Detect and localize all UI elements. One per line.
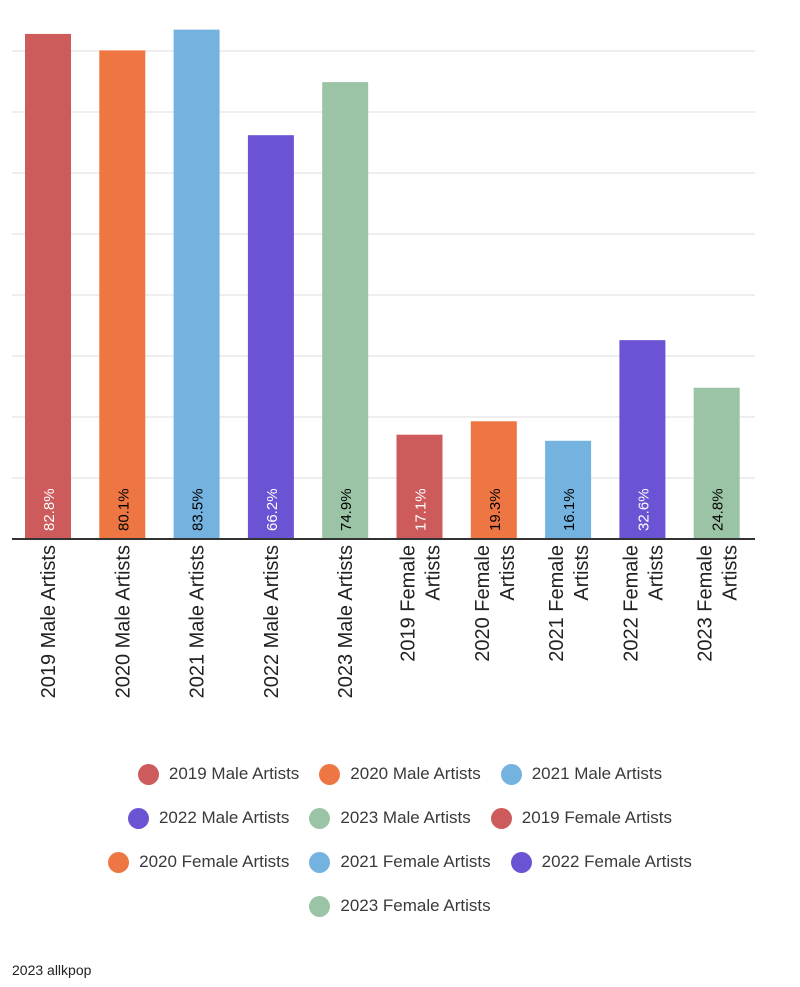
legend-swatch: [108, 851, 130, 873]
legend-item: 2022 Female Artists: [510, 851, 692, 873]
legend-label: 2021 Male Artists: [531, 764, 663, 783]
data-label: 24.8%: [710, 488, 727, 531]
data-label: 66.2%: [264, 488, 281, 531]
legend-label: 2023 Male Artists: [340, 808, 471, 827]
tick-label: 2021 Female Artists: [546, 545, 593, 662]
legend-swatch: [490, 807, 512, 829]
legend-item: 2019 Male Artists: [137, 763, 300, 785]
legend-label: 2022 Male Artists: [158, 808, 290, 827]
bar: [545, 440, 592, 539]
data-label: 19.3%: [487, 488, 504, 531]
bar: [396, 434, 443, 539]
legend-row: 2022 Male Artists 2023 Male Artists 2019 F…: [0, 796, 800, 840]
tick-label: 2023 Male Artists: [335, 545, 357, 698]
bar: [99, 50, 146, 539]
legend-row: 2019 Male Artists 2020 Male Artists 2021 M…: [0, 752, 800, 796]
data-label: 80.1%: [115, 488, 132, 531]
data-label: 74.9%: [338, 488, 355, 531]
bar: [470, 421, 517, 539]
legend-item: 2023 Male Artists: [309, 807, 471, 829]
legend-label: 2020 Male Artists: [350, 764, 481, 783]
data-label: 32.6%: [635, 488, 652, 531]
tick-label: 2020 Male Artists: [112, 545, 134, 698]
legend-item: 2021 Male Artists: [500, 763, 663, 785]
data-label: 82.8%: [41, 488, 58, 531]
tick-label: 2019 Female Artists: [398, 545, 445, 662]
legend-swatch: [309, 895, 331, 917]
legend-swatch: [319, 763, 341, 785]
legend-swatch: [137, 763, 159, 785]
tick-label: 2019 Male Artists: [38, 545, 60, 698]
legend-label: 2020 Female Artists: [139, 852, 290, 871]
legend-swatch: [309, 807, 331, 829]
legend-swatch: [127, 807, 149, 829]
legend-label: 2022 Female Artists: [541, 852, 692, 871]
bar: [322, 82, 369, 540]
data-label: 17.1%: [413, 488, 430, 531]
tick-label: 2021 Male Artists: [187, 545, 209, 698]
legend-label: 2021 Female Artists: [340, 852, 491, 871]
legend-row: 2020 Female Artists 2021 Female Artists 20…: [0, 840, 800, 884]
legend-item: 2019 Female Artists: [490, 807, 673, 829]
tick-label: 2022 Male Artists: [261, 545, 283, 698]
legend-item: 2020 Male Artists: [319, 763, 481, 785]
bar: [247, 135, 294, 539]
bar: [25, 33, 71, 540]
legend-swatch: [309, 851, 331, 873]
tick-label: 2020 Female Artists: [472, 545, 519, 662]
tick-label: 2022 Female Artists: [620, 545, 667, 662]
legend-row: 2023 Female Artists: [0, 884, 800, 928]
legend-item: 2023 Female Artists: [309, 895, 491, 917]
legend-swatch: [500, 763, 522, 785]
legend-label: 2019 Female Artists: [521, 808, 673, 827]
tick-label: 2023 Female Artists: [695, 545, 742, 662]
bar: [693, 387, 740, 539]
legend-label: 2023 Female Artists: [340, 896, 491, 915]
bar: [173, 29, 220, 540]
data-label: 83.5%: [190, 488, 207, 531]
legend-item: 2021 Female Artists: [309, 851, 491, 873]
source-credit: 2023 allkpop: [12, 962, 92, 978]
legend-swatch: [510, 851, 532, 873]
data-label: 16.1%: [561, 488, 578, 531]
bar: [619, 340, 666, 539]
bar-chart: 82.8% 2019 Male Artists 80.1% 2020 Male Art…: [12, 29, 755, 698]
legend-label: 2019 Male Artists: [168, 764, 300, 783]
legend-item: 2020 Female Artists: [108, 851, 290, 873]
legend: 2019 Male Artists 2020 Male Artists 2021 M…: [0, 752, 800, 928]
legend-item: 2022 Male Artists: [127, 807, 290, 829]
